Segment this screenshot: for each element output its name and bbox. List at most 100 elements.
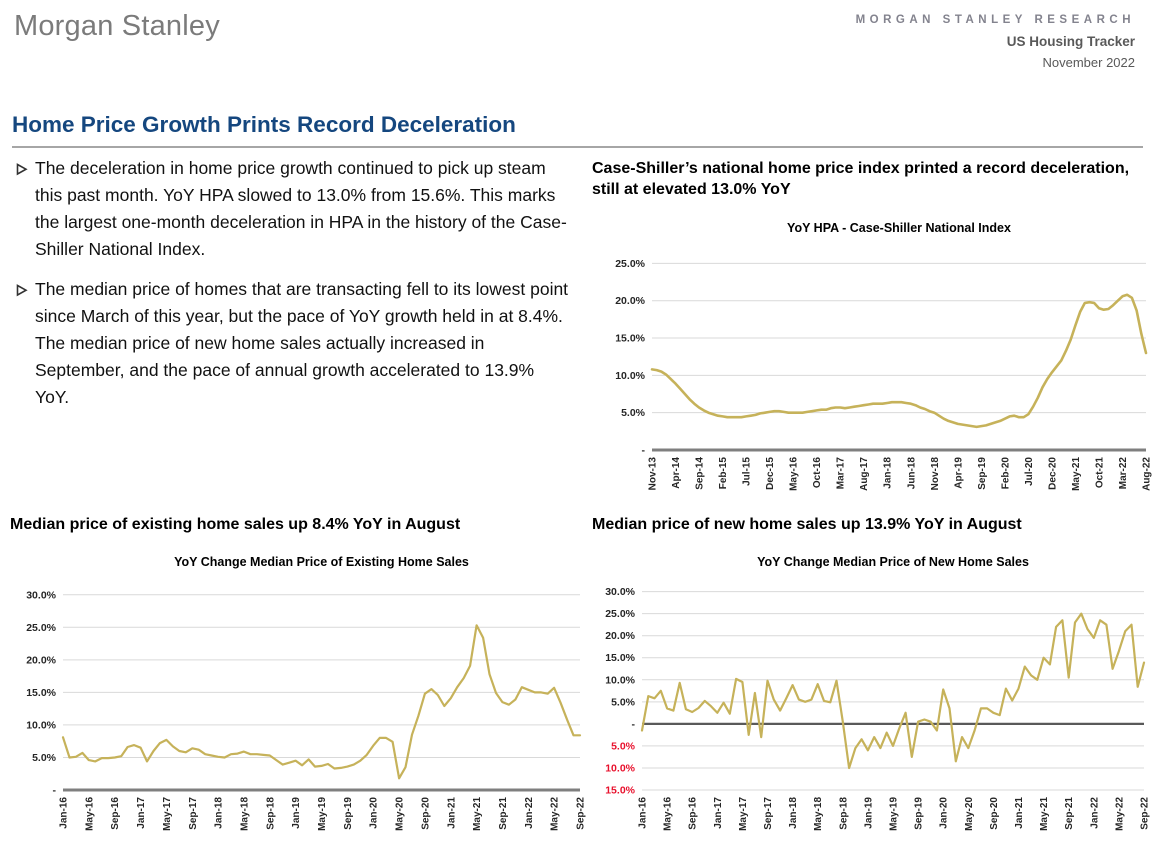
x-axis-tick-label: Jan-18 — [788, 797, 799, 829]
x-axis-tick-label: Jan-21 — [446, 797, 457, 829]
commentary-bullets: The deceleration in home price growth co… — [16, 155, 572, 424]
x-axis-tick-label: Sep-16 — [688, 797, 699, 830]
x-axis-tick-label: May-16 — [663, 797, 674, 831]
y-axis-tick-label: 25.0% — [26, 622, 56, 634]
y-axis-tick-label: 20.0% — [605, 630, 635, 642]
bullet-item: The deceleration in home price growth co… — [16, 155, 572, 263]
y-axis-tick-label: 15.0% — [615, 333, 645, 345]
x-axis-tick-label: Sep-14 — [695, 457, 706, 490]
x-axis-tick-label: Jan-20 — [369, 797, 380, 829]
y-axis-tick-label: 15.0% — [605, 785, 635, 797]
x-axis-tick-label: Sep-19 — [977, 457, 988, 490]
arrow-bullet-icon — [16, 155, 35, 263]
x-axis-tick-label: May-18 — [813, 797, 824, 831]
x-axis-tick-label: May-19 — [889, 797, 900, 831]
x-axis-tick-label: Jan-19 — [863, 797, 874, 829]
data-series-line — [61, 624, 582, 780]
y-axis-tick-label: 25.0% — [605, 608, 635, 620]
x-axis-tick-label: Feb-20 — [1000, 457, 1011, 490]
x-axis-tick-label: Sep-18 — [265, 797, 276, 830]
x-axis-tick-label: Nov-13 — [648, 457, 659, 491]
x-axis-tick-label: May-16 — [789, 457, 800, 491]
chart-title: YoY Change Median Price of New Home Sale… — [757, 555, 1029, 569]
y-axis-tick-label: - — [53, 785, 57, 797]
x-axis-tick-label: Jan-17 — [713, 797, 724, 829]
x-axis-tick-label: May-21 — [472, 797, 483, 831]
y-axis-tick-label: 30.0% — [26, 589, 56, 601]
x-axis-tick-label: Jan-20 — [939, 797, 950, 829]
x-axis-tick-label: Feb-15 — [718, 457, 729, 490]
x-axis-tick-label: Jun-18 — [906, 457, 917, 490]
x-axis-tick-label: Jul-15 — [742, 457, 753, 486]
y-axis-tick-label: 5.0% — [611, 740, 636, 752]
existing-home-sales-section-heading: Median price of existing home sales up 8… — [10, 516, 461, 533]
x-axis-tick-label: May-17 — [738, 797, 749, 831]
x-axis-tick-label: Oct-21 — [1094, 457, 1105, 489]
x-axis-tick-label: Mar-22 — [1118, 457, 1129, 490]
x-axis-tick-label: Jan-16 — [59, 797, 70, 829]
x-axis-tick-label: Mar-17 — [836, 457, 847, 490]
y-axis-tick-label: - — [632, 718, 636, 730]
x-axis-tick-label: Sep-21 — [1064, 797, 1075, 830]
chart-canvas: 30.0% 25.0% 20.0% 15.0% 10.0% 5.0% - 5.0% 10.0% 1… — [605, 555, 1151, 831]
y-axis-tick-label: 20.0% — [615, 295, 645, 307]
x-axis-tick-label: Sep-22 — [1140, 797, 1151, 830]
x-axis-tick-label: Apr-14 — [671, 457, 682, 489]
y-axis-tick-label: 20.0% — [26, 654, 56, 666]
x-axis-tick-label: Sep-16 — [110, 797, 121, 830]
x-axis-tick-label: Sep-20 — [989, 797, 1000, 830]
x-axis-tick-label: Sep-22 — [576, 797, 587, 830]
y-axis-tick-label: 5.0% — [611, 696, 636, 708]
report-product-name: US Housing Tracker — [1006, 34, 1135, 49]
x-axis-tick-label: Sep-21 — [498, 797, 509, 830]
x-axis-tick-label: Jan-21 — [1014, 797, 1025, 829]
y-axis-tick-label: 30.0% — [605, 586, 635, 598]
x-axis-tick-label: Jan-18 — [883, 457, 894, 489]
y-axis-tick-label: 10.0% — [605, 674, 635, 686]
x-axis-tick-label: May-21 — [1071, 457, 1082, 491]
bullet-item: The median price of homes that are trans… — [16, 276, 572, 411]
bullet-text: The median price of homes that are trans… — [35, 279, 569, 407]
x-axis-tick-label: Aug-17 — [859, 457, 870, 491]
x-axis-tick-label: May-22 — [550, 797, 561, 831]
page-title: Home Price Growth Prints Record Decelera… — [12, 112, 516, 137]
x-axis-tick-label: Sep-20 — [420, 797, 431, 830]
data-series-line — [650, 293, 1148, 429]
y-axis-tick-label: 25.0% — [615, 258, 645, 270]
x-axis-tick-label: May-20 — [964, 797, 975, 831]
report-date: November 2022 — [1042, 55, 1136, 70]
x-axis-tick-label: May-19 — [317, 797, 328, 831]
y-axis-tick-label: 15.0% — [26, 687, 56, 699]
x-axis-tick-label: Sep-19 — [914, 797, 925, 830]
title-divider — [12, 146, 1143, 148]
bullet-text: The deceleration in home price growth co… — [35, 158, 567, 259]
y-axis-tick-label: 10.0% — [605, 762, 635, 774]
x-axis-tick-label: Sep-18 — [838, 797, 849, 830]
research-kicker: MORGAN STANLEY RESEARCH — [855, 14, 1135, 26]
data-series-line — [640, 612, 1146, 770]
chart-title: YoY HPA - Case-Shiller National Index — [787, 221, 1011, 235]
x-axis-tick-label: May-17 — [162, 797, 173, 831]
report-header: MORGAN STANLEY RESEARCH US Housing Track… — [856, 14, 1135, 70]
arrow-bullet-icon — [16, 276, 35, 411]
chart-title: YoY Change Median Price of Existing Home… — [174, 555, 469, 569]
x-axis-tick-label: Jan-19 — [291, 797, 302, 829]
x-axis-tick-label: Nov-18 — [930, 457, 941, 491]
x-axis-tick-label: Jan-18 — [214, 797, 225, 829]
chart-canvas: 30.0% 25.0% 20.0% 15.0% 10.0% 5.0% -Jan-16 May-… — [26, 555, 587, 831]
y-axis-tick-label: 10.0% — [26, 719, 56, 731]
chart-canvas: 25.0% 20.0% 15.0% 10.0% 5.0% -Nov-13 Apr-14 Sep… — [615, 221, 1153, 491]
x-axis-tick-label: Jan-17 — [136, 797, 147, 829]
x-axis-tick-label: Dec-20 — [1047, 457, 1058, 490]
x-axis-tick-label: Aug-22 — [1142, 457, 1153, 491]
x-axis-tick-label: May-22 — [1114, 797, 1125, 831]
case-shiller-section-heading: Case-Shiller’s national home price index… — [592, 160, 1130, 198]
x-axis-tick-label: Jan-16 — [638, 797, 649, 829]
x-axis-tick-label: Sep-17 — [188, 797, 199, 830]
y-axis-tick-label: 10.0% — [615, 370, 645, 382]
x-axis-tick-label: May-20 — [395, 797, 406, 831]
x-axis-tick-label: May-21 — [1039, 797, 1050, 831]
x-axis-tick-label: May-18 — [239, 797, 250, 831]
case-shiller-hpa-chart: 25.0% 20.0% 15.0% 10.0% 5.0% - Nov-13 Apr-14 Sep… — [600, 218, 1154, 506]
x-axis-tick-label: May-16 — [84, 797, 95, 831]
